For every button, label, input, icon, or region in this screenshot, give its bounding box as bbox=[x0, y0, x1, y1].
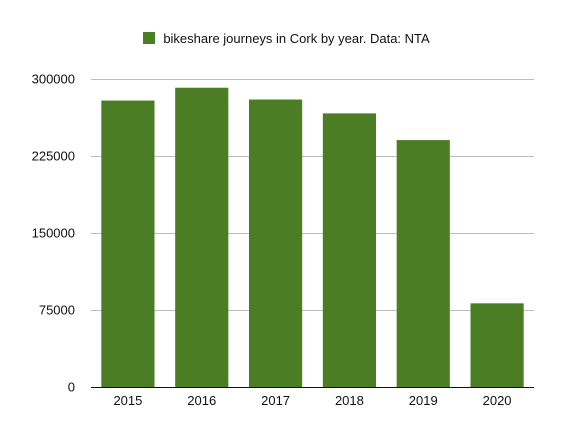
y-tick-label: 0 bbox=[68, 380, 75, 395]
bar bbox=[101, 100, 155, 387]
x-tick-label: 2015 bbox=[113, 393, 142, 408]
y-tick-label: 225000 bbox=[32, 149, 75, 164]
y-tick-label: 150000 bbox=[32, 226, 75, 241]
legend-label: bikeshare journeys in Cork by year. Data… bbox=[163, 31, 430, 46]
bar bbox=[470, 303, 524, 387]
x-tick-label: 2019 bbox=[409, 393, 438, 408]
chart-legend: bikeshare journeys in Cork by year. Data… bbox=[0, 30, 573, 48]
bar bbox=[396, 140, 450, 387]
y-tick-label: 300000 bbox=[32, 72, 75, 87]
x-tick-label: 2018 bbox=[335, 393, 364, 408]
bar bbox=[249, 99, 303, 388]
x-tick-label: 2016 bbox=[187, 393, 216, 408]
y-tick-label: 75000 bbox=[39, 303, 75, 318]
bar bbox=[175, 87, 229, 387]
x-tick-label: 2020 bbox=[483, 393, 512, 408]
bar bbox=[322, 113, 376, 387]
x-tick-label: 2017 bbox=[261, 393, 290, 408]
legend-swatch bbox=[143, 32, 156, 44]
